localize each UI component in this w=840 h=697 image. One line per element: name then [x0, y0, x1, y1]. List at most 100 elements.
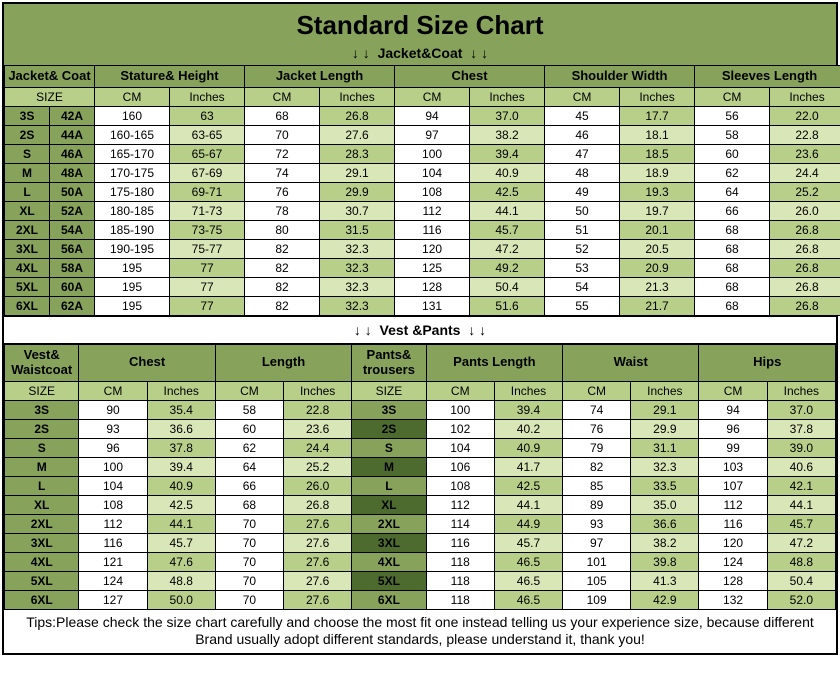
cm-label: CM [215, 381, 283, 400]
in-cell: 42.5 [147, 495, 215, 514]
in-label: Inches [320, 87, 395, 106]
size-cell: 6XL [5, 590, 79, 609]
size-chart: Standard Size Chart ↓ ↓ Jacket&Coat ↓ ↓ … [2, 2, 838, 655]
in-cell: 38.2 [631, 533, 699, 552]
in-cell: 39.8 [631, 552, 699, 571]
cm-cell: 62 [695, 163, 770, 182]
in-cell: 42.5 [494, 476, 562, 495]
cm-cell: 60 [695, 144, 770, 163]
cm-cell: 104 [426, 438, 494, 457]
in-cell: 32.3 [631, 457, 699, 476]
code-cell: 48A [50, 163, 95, 182]
cm-cell: 103 [699, 457, 767, 476]
size-cell: 5XL [5, 277, 50, 296]
cm-cell: 190-195 [95, 239, 170, 258]
in-cell: 26.0 [284, 476, 352, 495]
size-cell: 4XL [5, 552, 79, 571]
in-cell: 22.8 [284, 400, 352, 419]
size-cell: 2S [352, 419, 426, 438]
cm-cell: 52 [545, 239, 620, 258]
col-jacket-coat: Jacket& Coat [5, 66, 95, 88]
cm-cell: 46 [545, 125, 620, 144]
size-cell: 2S [5, 125, 50, 144]
size-cell: 3XL [5, 239, 50, 258]
cm-cell: 175-180 [95, 182, 170, 201]
in-cell: 19.3 [620, 182, 695, 201]
size-cell: M [5, 457, 79, 476]
in-cell: 35.4 [147, 400, 215, 419]
cm-cell: 160 [95, 106, 170, 125]
down-arrow-icon: ↓ [470, 45, 477, 61]
table-row: XL52A180-18571-737830.711244.15019.76626… [5, 201, 840, 220]
size-cell: 2XL [5, 220, 50, 239]
code-cell: 58A [50, 258, 95, 277]
jacket-label-text: Jacket&Coat [378, 45, 463, 61]
cm-cell: 128 [699, 571, 767, 590]
col-chest: Chest [395, 66, 545, 88]
in-cell: 26.8 [770, 258, 840, 277]
cm-cell: 80 [245, 220, 320, 239]
table-row: 3XL56A190-19575-778232.312047.25220.5682… [5, 239, 840, 258]
in-cell: 67-69 [170, 163, 245, 182]
down-arrow-icon: ↓ [481, 45, 488, 61]
in-cell: 45.7 [470, 220, 545, 239]
in-cell: 45.7 [147, 533, 215, 552]
in-cell: 27.6 [284, 590, 352, 609]
down-arrow-icon: ↓ [352, 45, 359, 61]
cm-cell: 76 [563, 419, 631, 438]
size-cell: 3S [352, 400, 426, 419]
in-cell: 44.1 [767, 495, 835, 514]
cm-cell: 114 [426, 514, 494, 533]
cm-cell: 70 [215, 571, 283, 590]
table-row: 3XL11645.77027.63XL11645.79738.212047.2 [5, 533, 836, 552]
size-cell: S [352, 438, 426, 457]
size-cell: L [352, 476, 426, 495]
in-label: Inches [494, 381, 562, 400]
in-cell: 39.4 [494, 400, 562, 419]
in-cell: 31.1 [631, 438, 699, 457]
cm-cell: 109 [563, 590, 631, 609]
in-cell: 21.7 [620, 296, 695, 315]
cm-cell: 58 [215, 400, 283, 419]
cm-cell: 68 [245, 106, 320, 125]
in-cell: 40.2 [494, 419, 562, 438]
in-cell: 21.3 [620, 277, 695, 296]
in-cell: 40.9 [147, 476, 215, 495]
cm-cell: 107 [699, 476, 767, 495]
in-cell: 47.6 [147, 552, 215, 571]
cm-cell: 106 [426, 457, 494, 476]
in-cell: 50.0 [147, 590, 215, 609]
in-cell: 75-77 [170, 239, 245, 258]
in-label: Inches [284, 381, 352, 400]
cm-cell: 105 [563, 571, 631, 590]
cm-cell: 62 [215, 438, 283, 457]
cm-cell: 116 [79, 533, 147, 552]
cm-cell: 70 [215, 514, 283, 533]
cm-cell: 100 [79, 457, 147, 476]
cm-cell: 125 [395, 258, 470, 277]
cm-cell: 120 [395, 239, 470, 258]
in-cell: 77 [170, 296, 245, 315]
table-row: M10039.46425.2M10641.78232.310340.6 [5, 457, 836, 476]
in-cell: 26.8 [770, 220, 840, 239]
in-cell: 41.7 [494, 457, 562, 476]
cm-label: CM [545, 87, 620, 106]
cm-cell: 116 [426, 533, 494, 552]
in-cell: 26.8 [770, 277, 840, 296]
in-cell: 29.9 [631, 419, 699, 438]
size-label: SIZE [5, 87, 95, 106]
table-row: 2XL11244.17027.62XL11444.99336.611645.7 [5, 514, 836, 533]
in-cell: 27.6 [284, 571, 352, 590]
cm-cell: 78 [245, 201, 320, 220]
in-cell: 44.1 [470, 201, 545, 220]
cm-cell: 66 [695, 201, 770, 220]
cm-cell: 55 [545, 296, 620, 315]
code-cell: 52A [50, 201, 95, 220]
down-arrow-icon: ↓ [468, 322, 475, 338]
cm-cell: 108 [79, 495, 147, 514]
code-cell: 54A [50, 220, 95, 239]
table-row: S46A165-17065-677228.310039.44718.56023.… [5, 144, 840, 163]
in-cell: 71-73 [170, 201, 245, 220]
size-label: SIZE [5, 381, 79, 400]
in-cell: 23.6 [284, 419, 352, 438]
